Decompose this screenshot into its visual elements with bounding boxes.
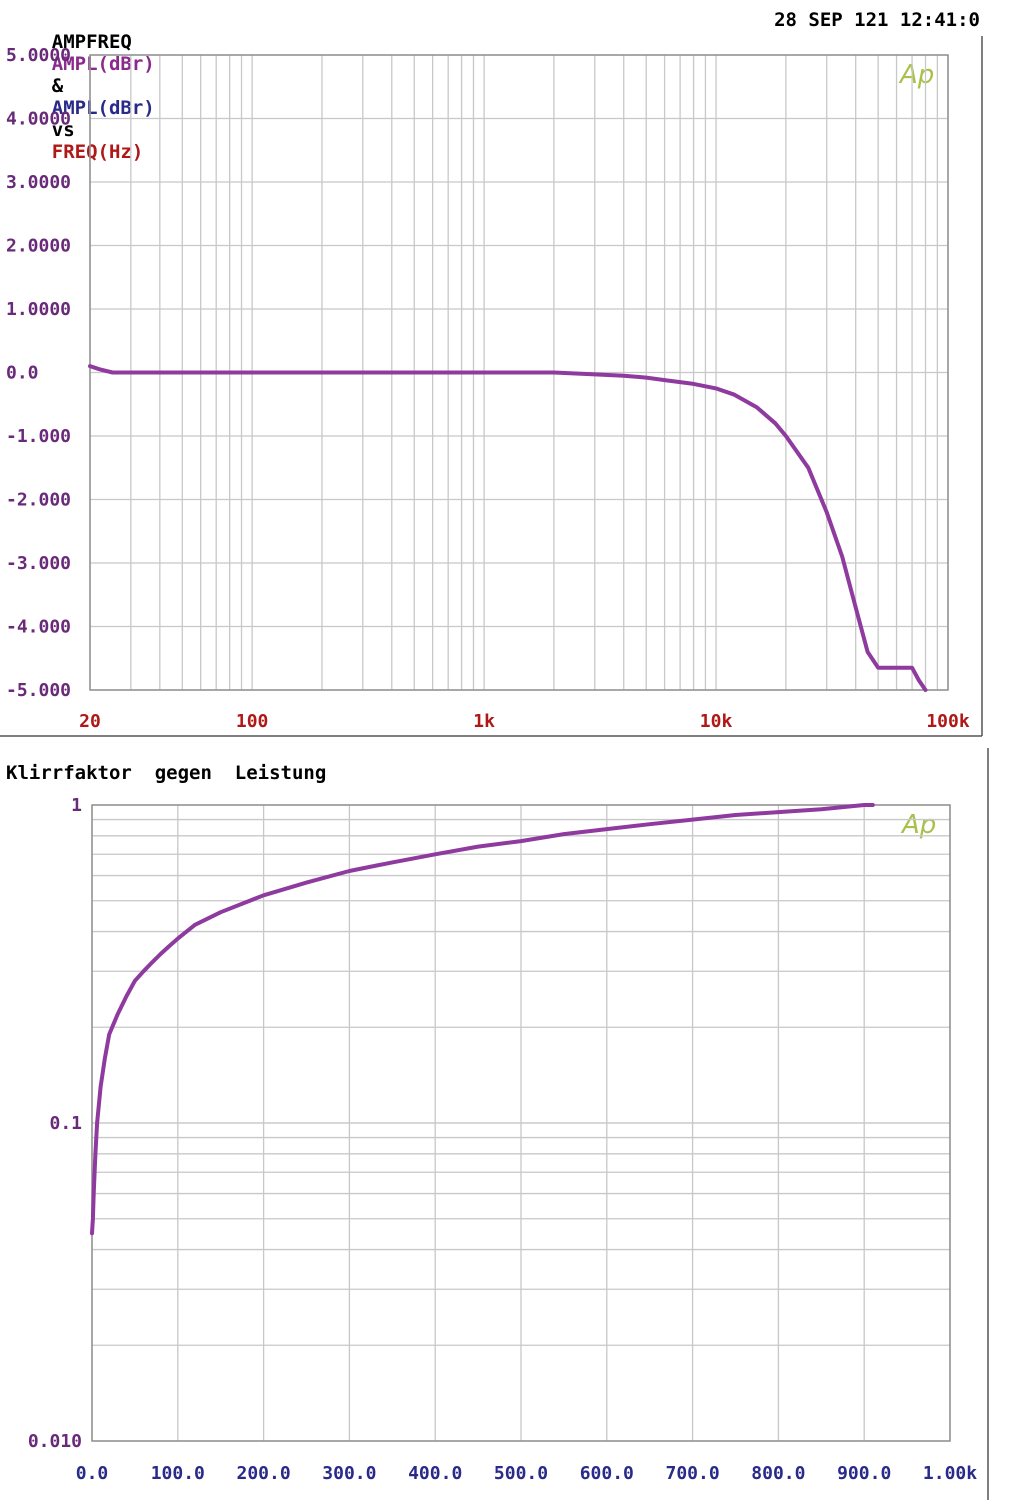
plot-frame <box>91 804 951 1442</box>
x-tick-label: 100k <box>926 711 970 732</box>
distortion-plot: 1 0.1 0.010 0.0 100.0 200.0 300.0 400.0 500.0 600… <box>28 748 989 1500</box>
ap-logo: Ap <box>900 60 935 90</box>
plot-frame <box>89 54 949 691</box>
y-tick-label: -2.000 <box>6 490 71 511</box>
y-tick-label: 3.0000 <box>6 172 71 193</box>
y-tick-label: 0.010 <box>28 1431 82 1452</box>
header-token: FREQ(Hz) <box>51 141 144 163</box>
x-tick-label: 300.0 <box>322 1463 376 1484</box>
y-tick-label: 1 <box>71 795 82 816</box>
y-tick-label: 2.0000 <box>6 236 71 257</box>
chart1-timestamp: 28 SEP 121 12:41:0 <box>774 9 980 31</box>
x-tick-label: 600.0 <box>580 1463 634 1484</box>
y-tick-label: -4.000 <box>6 617 71 638</box>
y-tick-label: 0.1 <box>49 1113 82 1134</box>
x-tick-label: 500.0 <box>494 1463 548 1484</box>
x-tick-label: 10k <box>700 711 733 732</box>
chart2-title: Klirrfaktor gegen Leistung <box>6 762 327 784</box>
header-token: AMPFREQ <box>51 31 132 53</box>
x-tick-label: 100.0 <box>151 1463 205 1484</box>
header-token: AMPL(dBr) <box>51 97 155 119</box>
x-tick-label: 900.0 <box>837 1463 891 1484</box>
y-tick-label: 0.0 <box>6 363 39 384</box>
x-tick-label: 1.00k <box>923 1463 977 1484</box>
y-tick-label: 5.0000 <box>6 45 71 66</box>
y-tick-label: -1.000 <box>6 426 71 447</box>
series-line <box>88 364 928 692</box>
header-token: vs <box>51 119 75 141</box>
x-tick-label: 20 <box>79 711 101 732</box>
y-tick-label: 4.0000 <box>6 109 71 130</box>
frequency-response-panel: AMPFREQ AMPL(dBr) & AMPL(dBr) vs FREQ(Hz… <box>0 0 1010 740</box>
frequency-response-plot: 5.0000 4.0000 3.0000 2.0000 1.0000 0.0 -1.000 -… <box>0 36 983 737</box>
chart1-header: AMPFREQ AMPL(dBr) & AMPL(dBr) vs FREQ(Hz… <box>6 9 155 185</box>
x-tick-label: 400.0 <box>408 1463 462 1484</box>
x-tick-label: 800.0 <box>751 1463 805 1484</box>
series-line <box>90 803 875 1236</box>
ap-logo: Ap <box>902 810 937 840</box>
x-tick-label: 200.0 <box>237 1463 291 1484</box>
x-tick-label: 0.0 <box>76 1463 109 1484</box>
y-tick-label: -3.000 <box>6 553 71 574</box>
x-tick-label: 100 <box>236 711 269 732</box>
y-tick-label: -5.000 <box>6 680 71 701</box>
header-token: & <box>51 75 64 97</box>
x-tick-label: 1k <box>473 711 495 732</box>
y-tick-label: 1.0000 <box>6 299 71 320</box>
header-token: AMPL(dBr) <box>51 53 155 75</box>
distortion-panel: Klirrfaktor gegen Leistung Ap 1 0.1 0.010 0… <box>0 748 1010 1500</box>
x-tick-label: 700.0 <box>666 1463 720 1484</box>
